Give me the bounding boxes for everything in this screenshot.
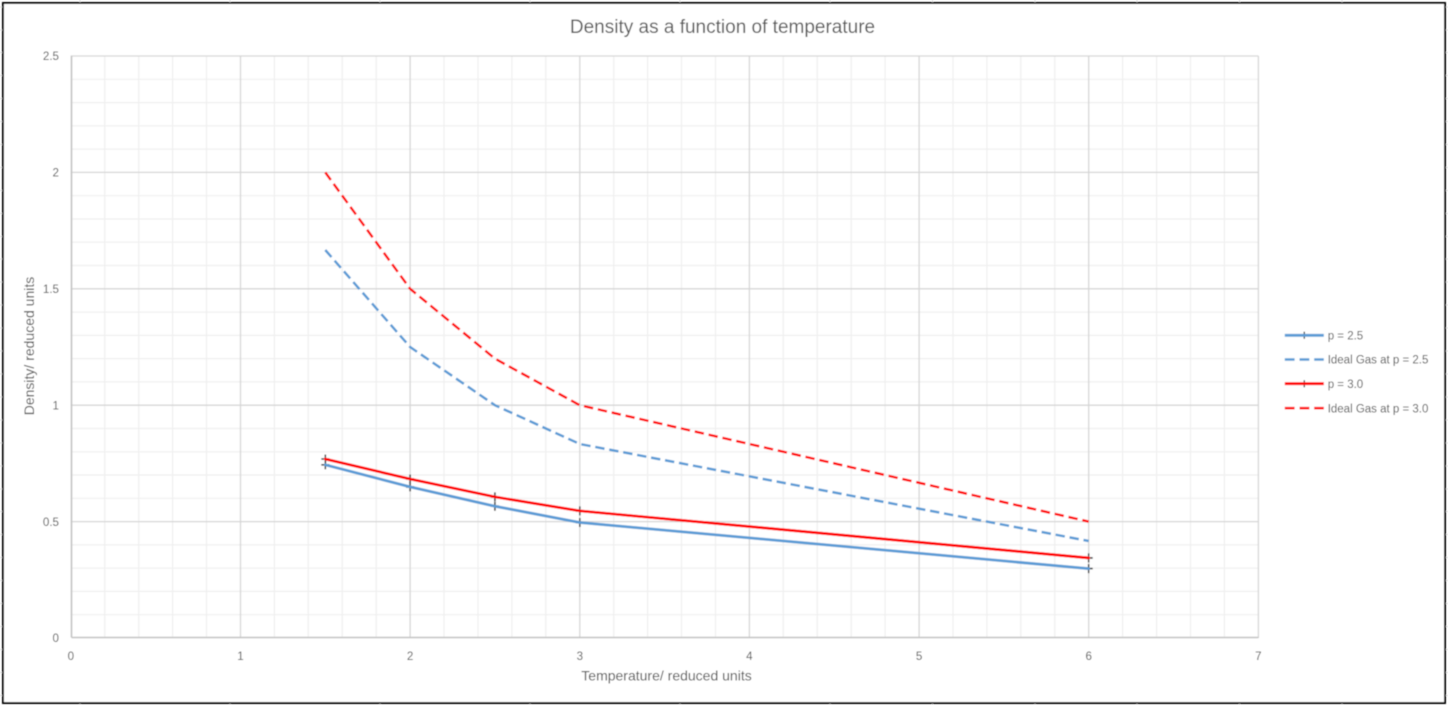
svg-text:0: 0 (68, 650, 74, 663)
svg-text:6: 6 (1085, 650, 1091, 663)
svg-text:Ideal Gas at p = 3.0: Ideal Gas at p = 3.0 (1328, 403, 1429, 415)
svg-text:7: 7 (1255, 650, 1261, 663)
svg-text:3: 3 (577, 650, 583, 663)
svg-text:Density/ reduced units: Density/ reduced units (21, 277, 37, 416)
svg-text:0.5: 0.5 (43, 516, 59, 529)
svg-text:1: 1 (237, 650, 243, 663)
svg-text:p = 2.5: p = 2.5 (1328, 331, 1364, 343)
svg-text:Ideal Gas at p = 2.5: Ideal Gas at p = 2.5 (1328, 355, 1429, 367)
svg-text:Density as a function of tempe: Density as a function of temperature (570, 17, 875, 38)
svg-text:4: 4 (746, 650, 753, 663)
svg-text:2: 2 (407, 650, 413, 663)
svg-text:2.5: 2.5 (43, 50, 59, 63)
svg-text:1.5: 1.5 (43, 283, 59, 296)
svg-text:2: 2 (53, 167, 59, 180)
svg-text:Temperature/ reduced units: Temperature/ reduced units (581, 668, 751, 684)
svg-text:p = 3.0: p = 3.0 (1328, 379, 1364, 391)
svg-text:1: 1 (53, 399, 59, 412)
svg-text:0: 0 (53, 632, 59, 645)
svg-text:5: 5 (916, 650, 922, 663)
